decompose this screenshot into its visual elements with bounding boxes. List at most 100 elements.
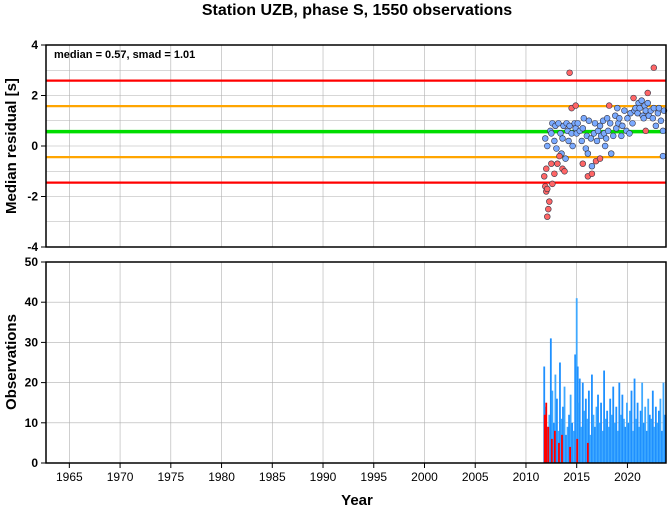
observation-bar-78 bbox=[661, 430, 663, 463]
observation-bar-67 bbox=[644, 406, 647, 463]
residual-point-13 bbox=[562, 155, 569, 162]
outlier-observation-bar-3 bbox=[550, 438, 553, 463]
observation-bar-45 bbox=[610, 414, 613, 463]
observation-bar-14 bbox=[565, 434, 567, 463]
outlier-point-16 bbox=[572, 102, 579, 109]
residual-point-73 bbox=[652, 122, 660, 130]
residual-point-43 bbox=[604, 127, 612, 135]
observation-bar-4 bbox=[549, 338, 552, 463]
observation-bar-35 bbox=[595, 406, 598, 463]
observation-bar-68 bbox=[645, 430, 648, 463]
outlier-point-7 bbox=[543, 165, 550, 172]
outlier-point-27 bbox=[561, 168, 568, 175]
observation-bar-59 bbox=[632, 430, 634, 463]
observations-y-tick-label-4: 40 bbox=[25, 295, 39, 309]
residual-point-8 bbox=[555, 120, 562, 127]
outlier-point-24 bbox=[644, 89, 651, 97]
residual-point-22 bbox=[574, 120, 581, 127]
year-tick-label-1980: 1980 bbox=[208, 470, 235, 484]
observation-bar-25 bbox=[580, 426, 583, 463]
residual-point-41 bbox=[602, 135, 610, 142]
residual-point-79 bbox=[659, 152, 667, 160]
year-tick-label-1975: 1975 bbox=[157, 470, 184, 484]
observation-bar-22 bbox=[576, 366, 579, 463]
residual-y-ticks: -4 -2 0 2 4 bbox=[27, 38, 46, 254]
observation-bar-65 bbox=[641, 382, 644, 463]
observation-bar-39 bbox=[601, 430, 604, 463]
outlier-point-10 bbox=[551, 170, 558, 177]
observation-bar-17 bbox=[569, 394, 572, 463]
observation-bar-12 bbox=[562, 406, 564, 463]
residual-y-tick-label-1: -2 bbox=[27, 190, 38, 204]
outlier-observation-bar-7 bbox=[569, 446, 572, 463]
observation-bar-2 bbox=[546, 426, 549, 463]
observation-bar-70 bbox=[648, 414, 651, 463]
residual-point-46 bbox=[610, 132, 617, 140]
observation-bar-15 bbox=[566, 426, 569, 463]
outlier-observation-bar-0 bbox=[543, 414, 546, 463]
observation-bar-47 bbox=[613, 422, 616, 463]
observation-bar-75 bbox=[656, 422, 659, 463]
residual-point-30 bbox=[585, 117, 593, 124]
observation-bar-6 bbox=[552, 422, 555, 463]
outlier-point-9 bbox=[549, 180, 556, 188]
observation-bar-61 bbox=[635, 418, 637, 463]
observation-bar-66 bbox=[642, 422, 645, 463]
outlier-point-3 bbox=[544, 185, 551, 193]
outlier-point-14 bbox=[566, 69, 573, 76]
year-x-axis-label: Year bbox=[341, 492, 373, 509]
observation-bar-52 bbox=[621, 394, 624, 463]
residual-point-11 bbox=[559, 135, 566, 142]
observation-bar-8 bbox=[556, 398, 558, 463]
residual-point-31 bbox=[587, 135, 595, 142]
residual-point-64 bbox=[638, 97, 645, 104]
outlier-observation-bar-5 bbox=[558, 442, 560, 463]
residual-point-76 bbox=[657, 117, 665, 124]
outlier-point-25 bbox=[650, 64, 658, 71]
observation-bar-31 bbox=[589, 434, 592, 463]
outlier-observation-bar-1 bbox=[545, 402, 548, 463]
observation-bar-42 bbox=[606, 410, 609, 463]
observation-bar-21 bbox=[575, 298, 578, 463]
observation-bar-40 bbox=[603, 370, 606, 463]
observation-bar-58 bbox=[630, 390, 633, 463]
observation-bar-77 bbox=[659, 398, 662, 463]
year-tick-label-2020: 2020 bbox=[614, 470, 641, 484]
observation-bar-20 bbox=[574, 354, 577, 463]
observations-y-tick-label-2: 20 bbox=[25, 376, 39, 390]
residual-panel: -4 -2 0 2 4 median = 0.57, smad = 1.01 Media… bbox=[3, 38, 668, 254]
observation-bar-7 bbox=[554, 374, 557, 463]
observation-bar-62 bbox=[636, 402, 639, 463]
residual-point-83 bbox=[565, 137, 572, 145]
outlier-point-26 bbox=[642, 127, 649, 135]
outlier-point-11 bbox=[554, 160, 561, 167]
residual-point-45 bbox=[608, 150, 615, 157]
residual-point-35 bbox=[593, 137, 601, 145]
observation-bar-55 bbox=[626, 402, 628, 463]
residual-points bbox=[541, 64, 668, 220]
observations-y-tick-label-0: 0 bbox=[31, 456, 38, 470]
residual-point-53 bbox=[621, 107, 628, 114]
residual-point-42 bbox=[603, 115, 611, 122]
observation-bar-16 bbox=[568, 414, 570, 463]
observation-bar-50 bbox=[618, 382, 621, 463]
observation-bar-33 bbox=[592, 414, 595, 463]
observation-bar-23 bbox=[577, 402, 580, 463]
observations-y-ticks: 0 10 20 30 40 50 bbox=[25, 255, 46, 470]
observation-bar-71 bbox=[650, 418, 653, 463]
observation-bar-30 bbox=[587, 390, 590, 463]
residual-point-3 bbox=[548, 130, 555, 137]
residual-point-71 bbox=[649, 115, 657, 122]
observations-y-tick-label-3: 30 bbox=[25, 335, 39, 349]
observation-bar-63 bbox=[638, 426, 641, 463]
residual-point-37 bbox=[596, 122, 604, 130]
outlier-point-5 bbox=[546, 198, 553, 205]
residual-point-81 bbox=[614, 104, 621, 112]
outlier-observation-bar-8 bbox=[576, 438, 579, 463]
outlier-point-19 bbox=[588, 170, 596, 177]
observation-bar-54 bbox=[624, 426, 627, 463]
residual-point-25 bbox=[579, 125, 586, 132]
outlier-point-0 bbox=[541, 173, 548, 180]
outlier-observation-bar-4 bbox=[553, 430, 556, 463]
